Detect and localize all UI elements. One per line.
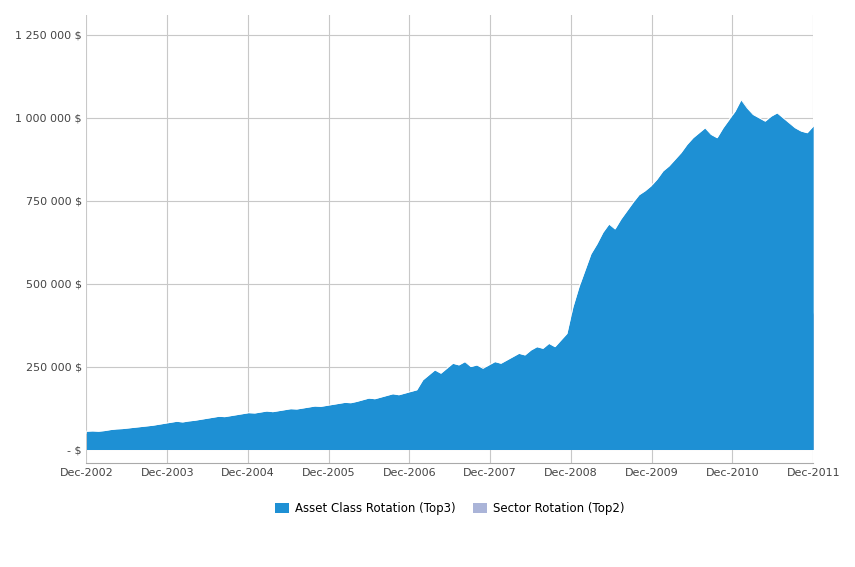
Legend: Asset Class Rotation (Top3), Sector Rotation (Top2): Asset Class Rotation (Top3), Sector Rota… bbox=[270, 497, 629, 519]
